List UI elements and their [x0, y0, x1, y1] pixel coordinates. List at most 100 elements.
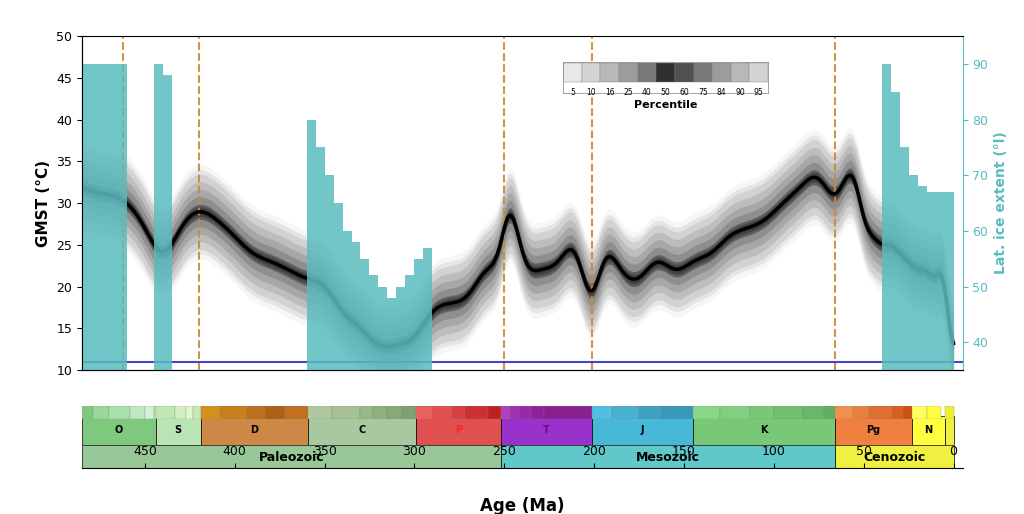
Bar [501, 416, 592, 445]
Bar [325, 175, 334, 370]
Bar [415, 259, 423, 370]
Bar [396, 286, 406, 370]
Bar [308, 406, 332, 419]
Text: 16: 16 [605, 88, 614, 97]
Bar [130, 406, 144, 419]
Bar [379, 286, 387, 370]
Bar [750, 63, 768, 82]
Bar [936, 192, 944, 370]
Bar [401, 406, 416, 419]
Bar [835, 416, 912, 445]
Bar [93, 406, 109, 419]
Bar [582, 63, 600, 82]
Text: P: P [455, 426, 462, 435]
Bar [109, 64, 118, 370]
Bar [416, 416, 501, 445]
Bar [154, 406, 163, 419]
Bar [109, 406, 130, 419]
Bar [620, 63, 638, 82]
Bar [731, 63, 750, 82]
Bar [950, 192, 953, 370]
Text: Pg: Pg [866, 426, 881, 435]
Bar [82, 445, 501, 470]
Bar [163, 75, 172, 370]
Bar [285, 406, 308, 419]
Text: 84: 84 [717, 88, 726, 97]
Text: Age (Ma): Age (Ma) [480, 498, 564, 514]
Bar [306, 119, 315, 370]
Bar [612, 406, 639, 419]
Bar [332, 406, 360, 419]
Bar [91, 64, 100, 370]
Bar [360, 259, 370, 370]
Bar [544, 406, 592, 419]
Bar [351, 242, 360, 370]
Text: K: K [760, 426, 768, 435]
Bar [370, 276, 379, 370]
Text: Cenozoic: Cenozoic [863, 451, 926, 464]
Bar [638, 63, 656, 82]
Bar [406, 276, 415, 370]
Text: 95: 95 [754, 88, 764, 97]
Bar [518, 406, 531, 419]
Text: 10: 10 [587, 88, 596, 97]
Bar [465, 406, 488, 419]
Text: 75: 75 [698, 88, 708, 97]
Bar [82, 406, 93, 419]
Text: 50: 50 [660, 88, 671, 97]
Bar [882, 64, 891, 370]
Text: Mesozoic: Mesozoic [636, 451, 699, 464]
Bar [453, 406, 465, 419]
Bar [656, 63, 675, 82]
Bar [201, 416, 308, 445]
Bar [360, 406, 373, 419]
Bar [944, 416, 953, 445]
Text: Percentile: Percentile [634, 100, 697, 110]
Bar [247, 406, 265, 419]
Bar [751, 406, 774, 419]
Bar [660, 406, 693, 419]
Text: 90: 90 [735, 88, 744, 97]
Text: O: O [115, 426, 123, 435]
Text: D: D [251, 426, 258, 435]
Bar [265, 406, 285, 419]
Bar [824, 406, 835, 419]
Bar [853, 406, 869, 419]
Bar [387, 298, 396, 370]
Bar [835, 406, 853, 419]
Bar [315, 148, 325, 370]
Bar [100, 64, 109, 370]
Bar [175, 406, 186, 419]
Bar [720, 406, 751, 419]
Bar [891, 91, 900, 370]
Text: N: N [925, 426, 933, 435]
Bar [903, 406, 912, 419]
Bar [944, 406, 953, 419]
Bar [592, 416, 693, 445]
Bar [387, 406, 401, 419]
Bar [563, 63, 582, 82]
Bar [869, 406, 893, 419]
Bar [334, 203, 342, 370]
Bar [900, 148, 908, 370]
Bar [432, 406, 453, 419]
Bar [927, 192, 936, 370]
Bar [118, 64, 127, 370]
Bar [186, 406, 194, 419]
Bar [308, 416, 416, 445]
Y-axis label: Lat. ice extent (°l): Lat. ice extent (°l) [994, 132, 1008, 274]
Text: J: J [641, 426, 644, 435]
Bar [501, 406, 510, 419]
Bar [156, 416, 201, 445]
Bar [693, 406, 720, 419]
Bar [194, 406, 201, 419]
Text: 5: 5 [570, 88, 574, 97]
Bar [423, 248, 432, 370]
Bar [927, 406, 941, 419]
Text: 25: 25 [624, 88, 633, 97]
Bar [712, 63, 731, 82]
Bar [592, 406, 612, 419]
Bar [693, 63, 712, 82]
Bar [693, 416, 835, 445]
Bar [835, 445, 953, 470]
